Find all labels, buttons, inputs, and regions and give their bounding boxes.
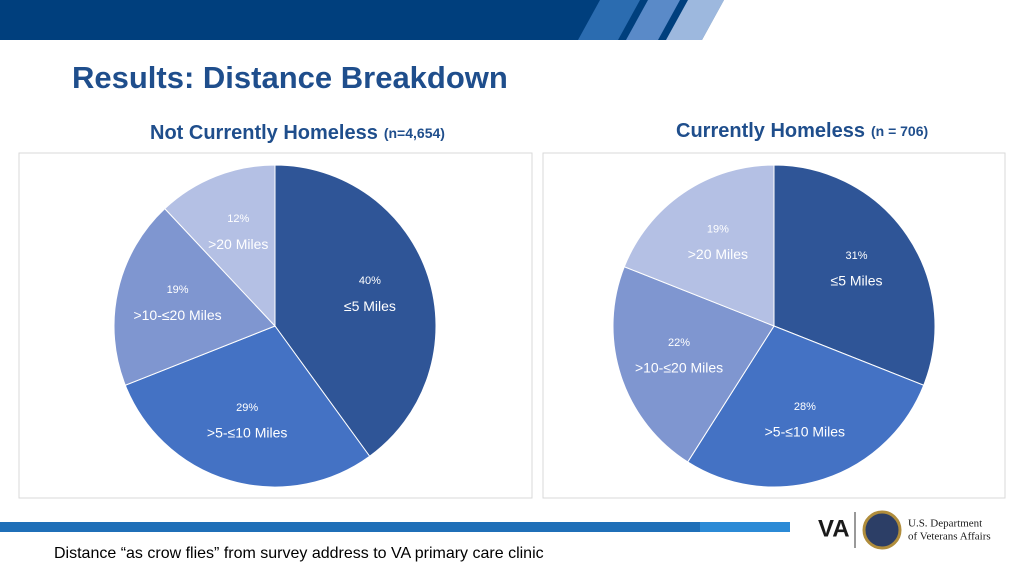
category-label: ≤5 Miles (831, 273, 883, 289)
value-label: 19% (167, 284, 189, 296)
value-label: 22% (668, 337, 690, 349)
stripe (666, 0, 724, 40)
stripe (578, 0, 640, 40)
pie-slice (623, 164, 775, 327)
chart-title: Currently Homeless (676, 120, 865, 142)
footnote: Distance “as crow flies” from survey add… (54, 545, 544, 562)
bottom-bar (0, 522, 700, 532)
chart-title: Not Currently Homeless (150, 122, 378, 144)
pie-slice (687, 325, 925, 488)
category-label: ≤5 Miles (344, 298, 396, 314)
chart-subtitle: (n = 706) (871, 123, 928, 139)
stripe (702, 0, 1024, 40)
pie-slice (164, 164, 276, 328)
value-label: 31% (846, 250, 868, 262)
chart-heading: Currently Homeless (n = 706) (676, 120, 928, 142)
category-label: >5-≤10 Miles (207, 425, 287, 441)
pie-slice (113, 207, 276, 386)
logo-mark: VA (818, 515, 850, 542)
category-label: >10-≤20 Miles (133, 307, 221, 323)
value-label: 29% (236, 402, 258, 414)
value-label: 12% (227, 213, 249, 225)
value-label: 19% (707, 223, 729, 235)
pie-slice (124, 325, 371, 488)
logo-text: of Veterans Affairs (908, 531, 991, 543)
slide-title: Results: Distance Breakdown (72, 60, 508, 95)
pie-slice (773, 164, 936, 386)
value-label: 28% (794, 401, 816, 413)
pie-slice (612, 266, 775, 463)
chart-heading: Not Currently Homeless (n=4,654) (150, 122, 445, 144)
category-label: >10-≤20 Miles (635, 360, 723, 376)
logo-text: U.S. Department (908, 518, 982, 530)
logo-seal (862, 510, 902, 550)
pie-slice (274, 164, 437, 457)
value-label: 40% (359, 275, 381, 287)
category-label: >5-≤10 Miles (765, 424, 845, 440)
category-label: >20 Miles (688, 246, 748, 262)
stripe (626, 0, 680, 40)
chart-subtitle: (n=4,654) (384, 125, 445, 141)
category-label: >20 Miles (208, 236, 268, 252)
